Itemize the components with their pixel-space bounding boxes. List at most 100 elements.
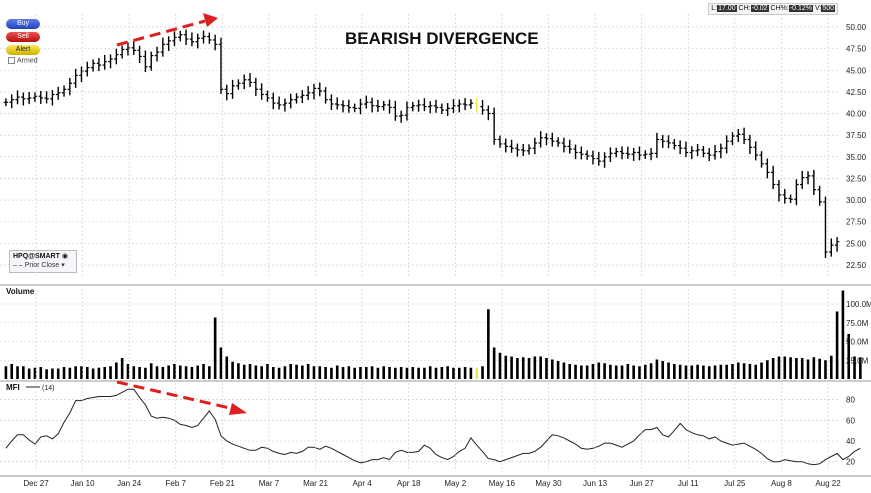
volume-bar — [80, 366, 83, 379]
volume-bar — [173, 364, 176, 379]
volume-tick-label: 100.0M — [846, 300, 871, 309]
price-bar — [172, 31, 177, 47]
volume-bar — [225, 356, 229, 379]
x-tick-label: May 16 — [489, 479, 516, 488]
price-bar — [73, 68, 78, 88]
volume-bar — [452, 367, 455, 379]
mfi-tick-label: 60 — [846, 416, 855, 425]
price-bar — [695, 143, 700, 157]
volume-bar — [498, 352, 502, 379]
x-tick-label: Aug 22 — [815, 479, 841, 488]
price-bar — [300, 90, 305, 104]
armed-checkbox[interactable]: Armed — [8, 57, 38, 64]
price-bar — [218, 37, 224, 94]
price-tick-label: 32.50 — [846, 174, 867, 183]
volume-bar — [417, 367, 420, 379]
volume-bar — [777, 356, 781, 379]
volume-bar — [574, 364, 577, 379]
price-bar — [614, 147, 619, 158]
volume-bar — [725, 364, 728, 379]
price-bar — [805, 171, 811, 185]
price-bar — [724, 135, 729, 154]
volume-bar — [690, 365, 694, 379]
volume-bar — [609, 364, 612, 379]
price-bar — [369, 97, 375, 113]
price-bar — [387, 99, 392, 114]
price-bar — [457, 99, 462, 113]
price-bar — [677, 140, 683, 155]
volume-bar — [283, 366, 287, 379]
price-tick-label: 27.50 — [846, 218, 867, 227]
volume-bar — [10, 364, 14, 379]
volume-bar — [109, 366, 112, 379]
volume-bar — [411, 367, 415, 379]
volume-bar — [859, 357, 862, 379]
price-arrow-head — [203, 13, 218, 27]
volume-bar — [638, 366, 641, 379]
volume-bar — [481, 366, 484, 379]
volume-bar — [835, 311, 839, 379]
price-bar — [160, 37, 166, 57]
quote-change-pct-value: -0.12% — [788, 5, 813, 12]
price-bar — [573, 144, 578, 160]
volume-bar — [231, 361, 234, 379]
price-bar — [61, 85, 67, 97]
price-bar — [445, 103, 450, 117]
price-bar — [660, 134, 665, 148]
price-bar — [497, 135, 503, 148]
price-bar — [178, 30, 183, 42]
sell-button[interactable]: Sell — [6, 32, 40, 42]
volume-bar — [673, 364, 676, 379]
price-bar — [579, 146, 584, 160]
volume-bar — [115, 362, 118, 379]
volume-bar — [301, 365, 304, 379]
price-tick-label: 37.50 — [846, 131, 867, 140]
price-bar — [317, 82, 322, 97]
volume-bar — [643, 364, 647, 379]
volume-bar — [789, 357, 792, 379]
prior-close-legend: – – Prior Close ▾ — [13, 262, 65, 269]
volume-bar — [707, 366, 711, 379]
price-bar — [201, 30, 206, 44]
price-panel: 22.50 25.00 27.50 30.00 32.50 35.00 37.50 40.00… — [0, 23, 867, 270]
volume-bar — [144, 367, 147, 379]
x-tick-label: May 2 — [444, 479, 466, 488]
volume-bar — [829, 355, 833, 379]
chevron-down-icon[interactable]: ▾ — [61, 262, 65, 269]
price-bar — [555, 137, 561, 147]
x-tick-label: Jul 11 — [678, 479, 699, 488]
volume-bar — [556, 361, 560, 379]
volume-bar — [795, 358, 798, 379]
price-bar — [340, 100, 346, 113]
alert-button[interactable]: Alert — [6, 45, 40, 55]
volume-bar — [347, 366, 351, 379]
price-bar — [602, 152, 607, 168]
price-bar — [776, 179, 782, 202]
buy-button[interactable]: Buy — [6, 19, 40, 29]
globe-icon[interactable]: ◉ — [61, 253, 68, 260]
price-bar — [26, 91, 32, 105]
volume-bar — [190, 367, 194, 379]
checkbox-icon[interactable] — [8, 57, 15, 64]
x-tick-label: Aug 8 — [771, 479, 792, 488]
price-bar — [276, 96, 282, 110]
quote-volume-label: V: — [814, 5, 822, 12]
volume-bar — [103, 367, 107, 379]
price-bar — [428, 101, 433, 114]
volume-bar — [719, 364, 723, 379]
price-bar — [439, 103, 445, 114]
volume-bar — [16, 366, 19, 379]
quote-readout: L:17.00 CH:-0.02 CH%:-0.12% V:500 — [708, 3, 838, 15]
price-bar — [753, 141, 758, 161]
price-bar — [44, 91, 49, 104]
volume-bar — [260, 366, 263, 379]
price-divergence-arrow — [116, 19, 206, 47]
price-bar — [747, 134, 753, 154]
volume-bar — [27, 368, 31, 379]
symbol-legend[interactable]: HPQ@SMART ◉ – – Prior Close ▾ — [9, 250, 77, 273]
price-bar — [230, 79, 235, 99]
volume-panel-title: Volume — [6, 287, 35, 296]
volume-bar — [423, 367, 426, 379]
volume-bar — [167, 365, 170, 379]
